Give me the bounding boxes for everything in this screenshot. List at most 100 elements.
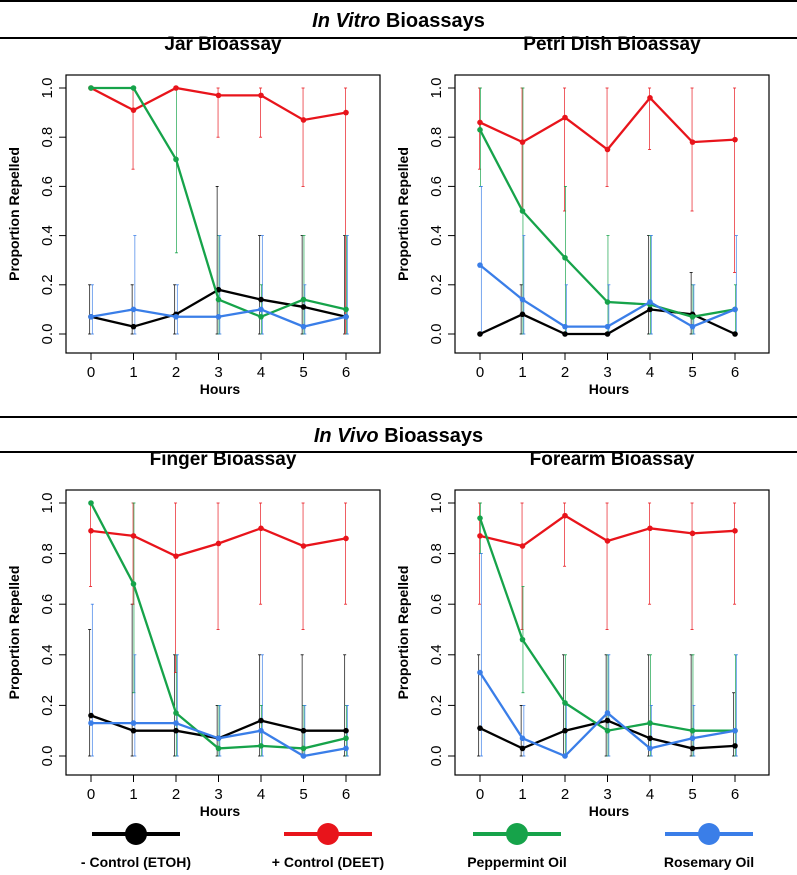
chart-title: Forearm Bioassay	[530, 449, 695, 470]
data-point-control-deet	[689, 139, 696, 145]
legend-marker-peppermint-oil	[506, 823, 528, 845]
data-point-control-deet	[562, 512, 568, 519]
y-tick-label: 0.6	[428, 594, 445, 615]
data-point-rosemary-oil	[647, 299, 653, 305]
data-point-control-deet	[604, 146, 611, 153]
plot-frame	[454, 74, 770, 354]
data-point-control-deet	[519, 139, 526, 145]
data-point-control-etoh	[562, 331, 568, 337]
y-tick-label: 1.0	[428, 493, 445, 514]
x-tick-label: 2	[172, 786, 180, 803]
data-point-control-deet	[130, 533, 137, 539]
series-line-control-deet	[479, 96, 736, 152]
series-line-control-etoh	[90, 288, 347, 328]
y-tick-label: 0.6	[39, 594, 56, 615]
data-point-control-etoh	[477, 725, 483, 731]
data-point-peppermint-oil	[130, 581, 137, 587]
data-point-rosemary-oil	[130, 306, 137, 313]
data-point-control-etoh	[732, 743, 738, 749]
data-point-peppermint-oil	[562, 700, 568, 706]
series-line-control-etoh	[479, 308, 736, 336]
y-tick-label: 0.2	[39, 695, 56, 716]
data-point-rosemary-oil	[689, 323, 696, 330]
data-point-rosemary-oil	[519, 735, 526, 742]
data-point-peppermint-oil	[562, 254, 568, 261]
data-point-control-etoh	[130, 323, 137, 330]
data-point-rosemary-oil	[258, 306, 264, 313]
data-point-peppermint-oil	[173, 156, 179, 163]
data-point-rosemary-oil	[300, 753, 307, 759]
series-line-control-etoh	[90, 714, 346, 740]
x-tick-label: 1	[518, 364, 526, 381]
legend-label-rosemary-oil: Rosemary Oil	[664, 854, 754, 870]
chart-petri-dish: Petri Dish Bioassay 0.0 0.2 0.4 0.6 0.8 1.0 Pro…	[395, 34, 770, 397]
data-point-peppermint-oil	[647, 720, 653, 726]
data-point-rosemary-oil	[215, 313, 222, 320]
x-tick-label: 3	[603, 786, 611, 803]
data-point-control-deet	[215, 92, 222, 99]
data-point-rosemary-oil	[215, 735, 222, 742]
data-point-rosemary-oil	[343, 313, 349, 320]
data-point-control-etoh	[519, 311, 526, 318]
y-tick-label: 0.6	[39, 176, 56, 197]
in-vitro-rule	[0, 37, 797, 39]
x-tick-label: 1	[518, 786, 526, 803]
y-axis-label: Proportion Repelled	[395, 566, 411, 700]
x-tick-label: 1	[129, 786, 137, 803]
section-title-italic: In Vitro	[312, 10, 381, 32]
chart-title: Jar Bioassay	[164, 34, 282, 55]
data-point-rosemary-oil	[130, 720, 137, 726]
y-axis-label: Proportion Repelled	[6, 147, 22, 281]
data-point-peppermint-oil	[215, 745, 222, 752]
data-point-control-deet	[130, 107, 137, 113]
data-point-rosemary-oil	[343, 745, 349, 752]
data-point-rosemary-oil	[732, 306, 738, 313]
y-tick-label: 0.2	[428, 274, 445, 295]
x-tick-label: 0	[87, 364, 95, 381]
y-tick-label: 0.8	[39, 127, 56, 148]
series-line-peppermint-oil	[478, 129, 736, 318]
x-tick-label: 3	[603, 364, 611, 381]
y-tick-label: 0.0	[39, 746, 56, 767]
y-tick-label: 1.0	[39, 493, 56, 514]
data-point-peppermint-oil	[689, 313, 696, 320]
data-point-rosemary-oil	[604, 710, 611, 716]
legend: - Control (ETOH) + Control (DEET) Peppermi…	[81, 823, 754, 870]
mid-rule	[0, 416, 797, 418]
data-point-peppermint-oil	[173, 710, 179, 716]
x-axis-label: Hours	[200, 381, 241, 397]
x-tick-label: 2	[561, 364, 569, 381]
x-tick-label: 3	[214, 786, 222, 803]
chart-jar: Jar Bioassay 0.0 0.2 0.4 0.6 0.8 1.0 Proportion…	[6, 34, 381, 397]
data-point-control-deet	[562, 114, 568, 121]
x-tick-label: 5	[688, 364, 696, 381]
series-line-peppermint-oil	[89, 502, 347, 750]
y-tick-label: 0.8	[428, 543, 445, 564]
section-title-rest: Bioassays	[378, 425, 484, 447]
legend-marker-control-deet	[317, 823, 339, 845]
x-tick-label: 6	[731, 364, 739, 381]
legend-marker-rosemary-oil	[698, 823, 720, 845]
x-tick-label: 0	[476, 364, 484, 381]
data-point-rosemary-oil	[258, 727, 264, 734]
data-point-rosemary-oil	[647, 745, 653, 752]
plot-frame	[65, 74, 381, 354]
y-tick-label: 0.4	[39, 644, 56, 665]
data-point-rosemary-oil	[173, 720, 179, 726]
data-point-peppermint-oil	[519, 636, 526, 643]
y-tick-label: 1.0	[39, 78, 56, 99]
data-point-control-etoh	[604, 331, 611, 337]
x-axis-label: Hours	[200, 803, 241, 819]
data-point-peppermint-oil	[258, 743, 264, 749]
data-point-peppermint-oil	[477, 127, 483, 133]
series-line-peppermint-oil	[478, 517, 735, 732]
top-rule	[0, 0, 797, 2]
y-tick-label: 0.4	[428, 225, 445, 246]
data-point-control-etoh	[519, 745, 526, 752]
data-point-rosemary-oil	[562, 323, 568, 330]
data-point-control-deet	[604, 538, 611, 544]
chart-title: Petri Dish Bioassay	[523, 34, 701, 55]
data-point-peppermint-oil	[300, 296, 307, 303]
plot-frame	[65, 489, 381, 776]
data-point-control-etoh	[130, 727, 137, 734]
